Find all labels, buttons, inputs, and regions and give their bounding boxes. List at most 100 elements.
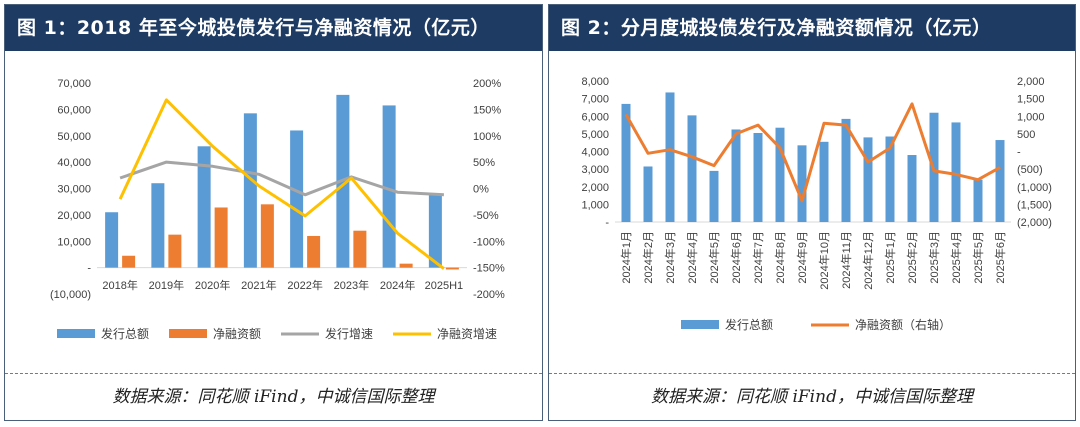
x-tick-label: 2024年: [380, 278, 415, 292]
chart-2-plot: - 1,000 2,000 3,000 4,000 5,000 6,000 7,000 8,00…: [581, 76, 1052, 332]
bar: [243, 113, 257, 268]
bar: [197, 146, 211, 268]
x-tick-label: 2025年5月: [971, 231, 985, 284]
bar: [731, 129, 741, 222]
legend-label: 净融资额: [213, 327, 261, 341]
bar: [105, 212, 119, 268]
bar: [399, 263, 413, 268]
y-right-tick-label: (1,500): [1017, 199, 1052, 211]
bar: [665, 92, 675, 222]
bar: [775, 127, 785, 222]
y-left-tick-label: 40,000: [57, 157, 91, 169]
bar: [841, 118, 851, 222]
series-line: [119, 160, 444, 197]
y-right-tick-label: -150%: [473, 263, 505, 275]
bar: [428, 195, 442, 268]
y-left-tick-label: 30,000: [57, 184, 91, 196]
legend-swatch: [169, 329, 207, 338]
y-left-tick-label: 50,000: [57, 131, 91, 143]
bar: [307, 235, 321, 268]
x-tick-label: 2024年2月: [641, 231, 655, 284]
bar: [797, 145, 807, 222]
bar: [885, 136, 895, 222]
x-tick-label: 2019年: [149, 278, 184, 292]
legend-label: 净融资额（右轴）: [855, 317, 951, 332]
y-left-tick-label: 70,000: [57, 78, 91, 90]
x-tick-label: 2024年9月: [795, 231, 809, 284]
y-right-tick-label: 100%: [473, 131, 501, 143]
x-tick-label: 2025年3月: [927, 231, 941, 284]
y-left-tick-label: 7,000: [581, 94, 609, 106]
y-left-tick-label: 10,000: [57, 236, 91, 248]
x-tick-label: 2022年: [287, 278, 322, 292]
legend-label: 发行总额: [725, 317, 773, 332]
legend-label: 发行总额: [101, 326, 149, 341]
y-right-tick-label: (1,000): [1017, 182, 1052, 194]
x-tick-label: 2024年7月: [751, 231, 765, 284]
y-right-tick-label: 0%: [473, 184, 489, 196]
x-tick-label: 2025年2月: [905, 231, 919, 284]
x-tick-label: 2025年1月: [883, 231, 897, 284]
x-tick-label: 2024年3月: [663, 231, 677, 284]
chart-1-plot: (10,000) - 10,000 20,000 30,000 40,000 50,000 6…: [50, 78, 505, 341]
y-right-tick-label: (500): [1017, 164, 1043, 176]
chart-panel-2: 图 2：分月度城投债发行及净融资额情况（亿元） - 1,000 2,000 3,000…: [548, 4, 1076, 421]
y-left-tick-label: 20,000: [57, 210, 91, 222]
bar: [353, 230, 367, 268]
legend-swatch: [57, 329, 95, 338]
x-tick-label: 2025H1: [425, 280, 464, 292]
y-right-tick-label: -100%: [473, 236, 505, 248]
series-line: [118, 98, 445, 270]
y-right-tick-label: 500: [1017, 129, 1035, 141]
x-tick-label: 2020年: [195, 278, 230, 292]
bar: [621, 103, 631, 222]
y-left-tick-label: 1,000: [581, 199, 609, 211]
y-left-tick-label: 4,000: [581, 147, 609, 159]
y-right-tick-label: (2,000): [1017, 217, 1052, 229]
bar: [260, 204, 274, 268]
y-right-tick-label: 150%: [473, 104, 501, 116]
bar: [753, 132, 763, 222]
x-tick-label: 2024年10月: [817, 231, 831, 290]
legend-label: 发行增速: [325, 326, 373, 341]
y-right-tick-label: 200%: [473, 78, 501, 90]
y-right-tick-label: -: [1017, 147, 1021, 159]
y-left-tick-label: 8,000: [581, 76, 609, 88]
bar: [214, 207, 228, 268]
bar: [907, 155, 917, 222]
y-left-tick-label: 3,000: [581, 164, 609, 176]
bar: [290, 130, 304, 268]
chart-1-source: 数据来源：同花顺 iFind，中诚信国际整理: [5, 373, 542, 420]
y-left-tick-label: -: [87, 263, 91, 275]
y-right-tick-label: -200%: [473, 289, 505, 301]
y-left-tick-label: 5,000: [581, 129, 609, 141]
x-tick-label: 2023年: [334, 278, 369, 292]
bar: [973, 179, 983, 222]
bar: [819, 141, 829, 222]
y-left-tick-label: -: [605, 217, 609, 229]
x-tick-label: 2018年: [102, 278, 137, 292]
x-tick-label: 2024年8月: [773, 231, 787, 284]
x-tick-label: 2024年12月: [861, 231, 875, 290]
x-tick-label: 2024年11月: [839, 231, 853, 289]
y-left-tick-label: 2,000: [581, 182, 609, 194]
chart-1-title: 图 1：2018 年至今城投债发行与净融资情况（亿元）: [5, 5, 542, 51]
y-right-tick-label: -50%: [473, 210, 499, 222]
bar: [687, 115, 697, 222]
bar: [951, 122, 961, 222]
chart-2-source: 数据来源：同花顺 iFind，中诚信国际整理: [549, 373, 1075, 420]
chart-panel-1: 图 1：2018 年至今城投债发行与净融资情况（亿元） (10,000) - 10,…: [4, 4, 543, 421]
bar: [709, 170, 719, 222]
series-line: [624, 102, 1001, 203]
chart-2-title: 图 2：分月度城投债发行及净融资额情况（亿元）: [549, 5, 1075, 51]
x-tick-label: 2024年4月: [685, 231, 699, 284]
x-tick-label: 2025年4月: [949, 231, 963, 284]
y-left-tick-label: (10,000): [50, 289, 91, 301]
bar: [151, 183, 165, 268]
legend-swatch: [681, 320, 719, 329]
bar: [643, 166, 653, 222]
y-right-tick-label: 50%: [473, 157, 495, 169]
bar: [122, 255, 136, 268]
x-tick-label: 2024年5月: [707, 231, 721, 284]
bar: [168, 234, 182, 268]
